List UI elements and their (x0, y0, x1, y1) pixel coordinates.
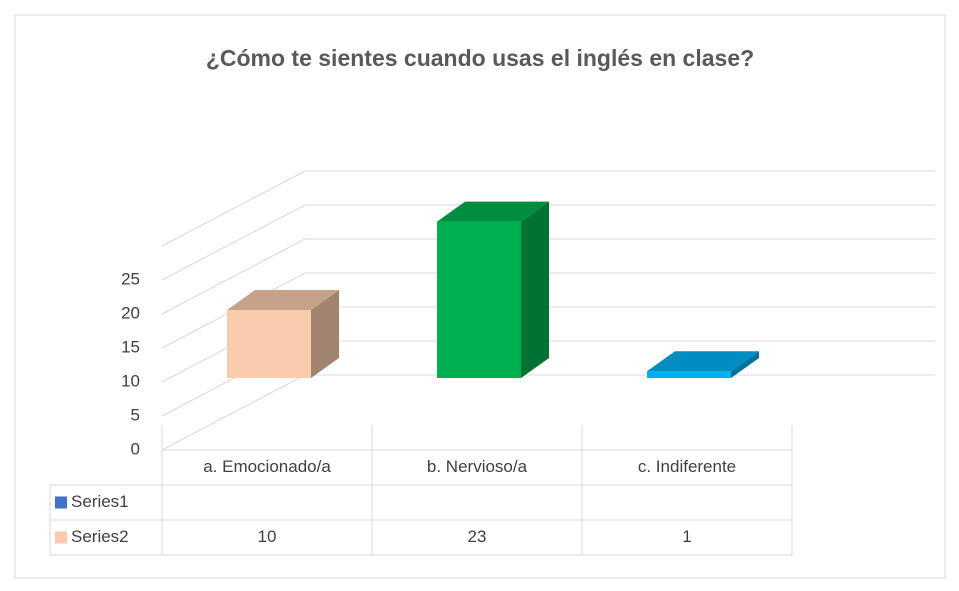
legend-label: Series1 (71, 492, 129, 511)
grid-line (161, 170, 935, 247)
table-value: 23 (468, 527, 487, 546)
y-tick-label: 15 (121, 337, 140, 356)
bar-front (437, 221, 521, 378)
x-tick-label: a. Emocionado/a (203, 457, 331, 476)
legend-label: Series2 (71, 527, 129, 546)
legend-key (55, 531, 67, 544)
bar-side (311, 290, 339, 378)
bar-top (647, 351, 759, 372)
table-value: 1 (682, 527, 691, 546)
table-value: 10 (258, 527, 277, 546)
bar-side (521, 201, 549, 378)
x-tick-label: b. Nervioso/a (427, 457, 528, 476)
chart-title: ¿Cómo te sientes cuando usas el inglés e… (206, 45, 754, 71)
y-tick-label: 25 (121, 269, 140, 288)
y-tick-label: 5 (131, 405, 140, 424)
bar-front (647, 371, 731, 378)
x-tick-label: c. Indiferente (638, 457, 736, 476)
grid-line (161, 204, 935, 281)
y-tick-label: 0 (131, 439, 140, 458)
bar-top (227, 290, 339, 310)
y-tick-label: 10 (121, 371, 140, 390)
legend-key (55, 496, 67, 509)
grid-line (161, 238, 935, 315)
bar-side (731, 351, 759, 378)
bar-top (437, 201, 549, 222)
bar-front (227, 310, 311, 378)
grid-line (161, 272, 935, 349)
y-tick-label: 20 (121, 303, 140, 322)
